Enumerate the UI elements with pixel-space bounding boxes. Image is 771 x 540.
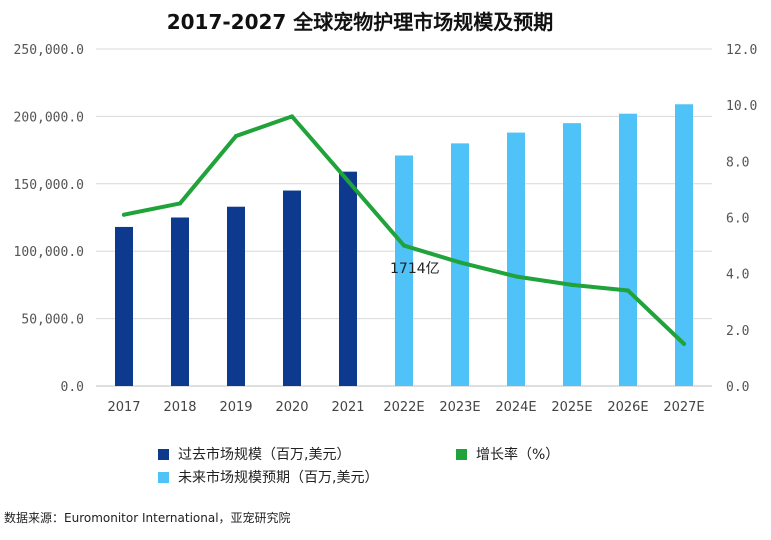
bar-2019 — [227, 206, 245, 386]
y-right-tick-label: 8.0 — [726, 155, 749, 170]
legend-item-growth: 增长率（%） — [456, 444, 559, 464]
growth-rate-point — [458, 260, 462, 265]
y-right-tick-label: 12.0 — [726, 43, 757, 58]
bar-2020 — [283, 190, 301, 386]
growth-rate-point — [682, 341, 686, 346]
chart-title: 2017-2027 全球宠物护理市场规模及预期 — [166, 10, 554, 34]
x-tick-label: 2018 — [163, 400, 196, 415]
x-tick-label: 2017 — [107, 400, 140, 415]
x-tick-label: 2025E — [551, 400, 592, 415]
legend-label-future: 未来市场规模预期（百万,美元） — [178, 470, 379, 486]
y-left-tick-label: 50,000.0 — [21, 313, 84, 328]
bar-2025E — [563, 123, 581, 386]
source-note: 数据来源：Euromonitor International，亚宠研究院 — [4, 511, 291, 525]
x-tick-label: 2019 — [219, 400, 252, 415]
bar-2024E — [507, 132, 525, 386]
growth-rate-point — [346, 178, 350, 183]
y-right-tick-label: 4.0 — [726, 268, 749, 283]
legend-label-past: 过去市场规模（百万,美元） — [178, 447, 351, 463]
legend-swatch-future — [158, 471, 169, 483]
y-right-tick-label: 10.0 — [726, 99, 757, 114]
growth-rate-point — [178, 201, 182, 206]
bar-2022E — [395, 155, 413, 386]
legend-swatch-past — [158, 448, 169, 460]
growth-rate-point — [514, 274, 518, 279]
bar-2026E — [619, 113, 637, 386]
bar-2027E — [675, 104, 693, 386]
growth-rate-point — [122, 212, 126, 217]
y-left-tick-label: 0.0 — [61, 380, 84, 395]
legend-label-growth: 增长率（%） — [476, 447, 560, 463]
y-right-tick-label: 0.0 — [726, 380, 749, 395]
x-tick-label: 2026E — [607, 400, 648, 415]
growth-rate-point — [570, 282, 574, 287]
growth-rate-point — [402, 243, 406, 248]
bar-2018 — [171, 217, 189, 386]
x-tick-label: 2020 — [275, 400, 308, 415]
bar-2023E — [451, 143, 469, 386]
y-left-tick-label: 200,000.0 — [14, 110, 84, 125]
legend-item-past: 过去市场规模（百万,美元） — [158, 444, 350, 464]
x-tick-label: 2023E — [439, 400, 480, 415]
y-left-tick-label: 150,000.0 — [14, 178, 84, 193]
y-right-tick-label: 6.0 — [726, 212, 749, 227]
growth-rate-point — [290, 114, 294, 119]
growth-rate-point — [626, 288, 630, 293]
y-right-tick-label: 2.0 — [726, 324, 749, 339]
y-left-tick-label: 250,000.0 — [14, 43, 84, 58]
bar-2021 — [339, 171, 357, 386]
x-tick-label: 2022E — [383, 400, 424, 415]
growth-rate-point — [234, 134, 238, 139]
x-tick-label: 2024E — [495, 400, 536, 415]
bar-annotation: 1714亿 — [390, 261, 440, 277]
bar-2017 — [115, 226, 133, 386]
y-left-tick-label: 100,000.0 — [14, 245, 84, 260]
chart-canvas: 0.0 50,000.0 100,000.0 150,000.0 200,000.0 25… — [14, 43, 758, 415]
legend-item-future: 未来市场规模预期（百万,美元） — [158, 467, 378, 487]
x-tick-label: 2027E — [663, 400, 704, 415]
x-tick-label: 2021 — [331, 400, 364, 415]
legend-swatch-growth — [456, 448, 467, 460]
